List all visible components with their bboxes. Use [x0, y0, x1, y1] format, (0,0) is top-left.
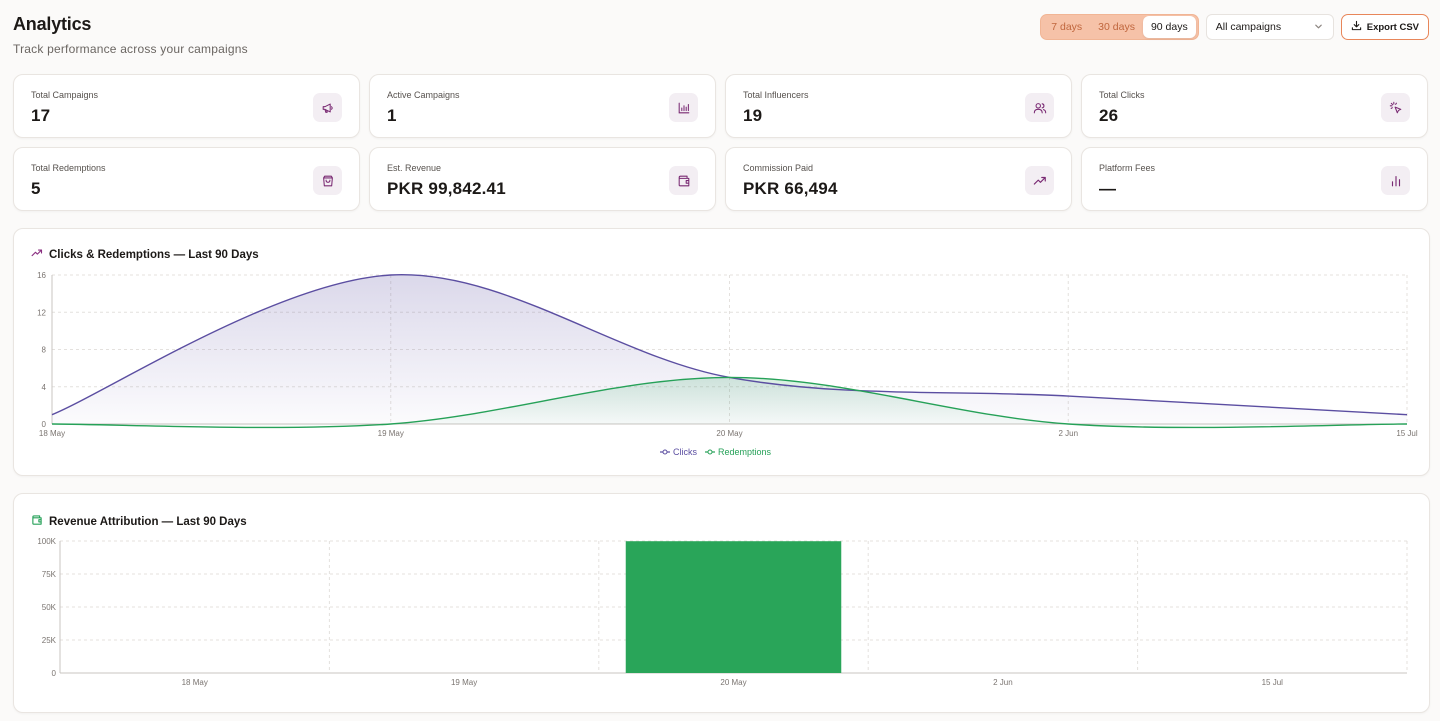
stat-label: Total Clicks	[1099, 90, 1145, 100]
range-7-days-button[interactable]: 7 days	[1051, 21, 1083, 33]
stat-card-total-influencers: Total Influencers 19	[725, 74, 1072, 138]
y-tick-label: 8	[42, 346, 47, 355]
wallet-icon	[669, 166, 698, 195]
megaphone-icon	[313, 93, 342, 122]
stat-card-commission-paid: Commission Paid PKR 66,494	[725, 147, 1072, 211]
campaign-select[interactable]: All campaigns	[1205, 14, 1334, 40]
stat-value: PKR 66,494	[743, 179, 838, 198]
x-tick-label: 18 May	[39, 429, 65, 438]
export-csv-label: Export CSV	[1366, 21, 1419, 33]
shopping-bag-icon	[313, 166, 342, 195]
stat-value: 26	[1099, 106, 1119, 125]
panel-title: Revenue Attribution — Last 90 Days	[31, 514, 247, 529]
revenue-bar[interactable]	[625, 541, 842, 673]
y-tick-label: 16	[37, 271, 46, 280]
stat-label: Active Campaigns	[387, 90, 460, 100]
chevron-down-icon	[1314, 22, 1323, 33]
stat-value: PKR 99,842.41	[387, 179, 506, 198]
wallet-icon	[31, 514, 43, 529]
y-tick-label: 75K	[42, 570, 57, 579]
page-header: Analytics Track performance across your …	[13, 14, 248, 56]
stat-label: Est. Revenue	[387, 163, 442, 173]
range-30-days-button[interactable]: 30 days	[1098, 21, 1135, 33]
revenue-attribution-panel: Revenue Attribution — Last 90 Days 0 25K 5…	[13, 493, 1430, 713]
page-subtitle: Track performance across your campaigns	[13, 42, 248, 56]
x-tick-label: 15 Jul	[1396, 429, 1418, 438]
clicks-chart-title: Clicks & Redemptions — Last 90 Days	[49, 248, 259, 261]
stat-value: 5	[31, 179, 41, 198]
x-tick-label: 2 Jun	[1058, 429, 1078, 438]
users-icon	[1025, 93, 1054, 122]
y-tick-label: 50K	[42, 603, 57, 612]
campaign-select-value: All campaigns	[1215, 21, 1282, 33]
revenue-chart-title: Revenue Attribution — Last 90 Days	[49, 515, 247, 528]
trending-up-icon	[31, 247, 43, 262]
legend-item-redemptions[interactable]: Redemptions	[705, 447, 772, 457]
stat-card-total-redemptions: Total Redemptions 5	[13, 147, 360, 211]
stat-card-active-campaigns: Active Campaigns 1	[369, 74, 716, 138]
panel-title: Clicks & Redemptions — Last 90 Days	[31, 247, 259, 262]
y-tick-label: 0	[42, 420, 47, 429]
stat-label: Total Campaigns	[31, 90, 99, 100]
stat-value: 1	[387, 106, 397, 125]
x-tick-label: 20 May	[720, 678, 746, 687]
revenue-attribution-chart: 0 25K 50K 75K 100K 18 May 19 May 20 May 2 Jun 15…	[37, 537, 1408, 687]
stat-label: Total Redemptions	[31, 163, 106, 173]
y-tick-label: 12	[37, 308, 46, 317]
stat-card-total-campaigns: Total Campaigns 17	[13, 74, 360, 138]
clicks-redemptions-chart: 0 4 8 12 16 18 May 19 May 20 May 2 Jun 15 Jul Cl…	[37, 271, 1418, 457]
x-tick-label: 20 May	[716, 429, 742, 438]
y-tick-label: 25K	[42, 636, 57, 645]
legend-label: Redemptions	[718, 447, 772, 457]
stat-card-total-clicks: Total Clicks 26	[1081, 74, 1428, 138]
y-tick-label: 0	[52, 669, 57, 678]
series-line-redemptions	[51, 376, 1408, 429]
legend-marker	[707, 449, 713, 455]
stat-label: Commission Paid	[743, 163, 814, 173]
date-range-toggle: 7 days 30 days 90 days	[1040, 14, 1199, 40]
stat-value: 17	[31, 106, 51, 125]
x-tick-label: 19 May	[378, 429, 404, 438]
stat-label: Total Influencers	[743, 90, 809, 100]
x-tick-label: 19 May	[451, 678, 477, 687]
pointer-click-icon	[1381, 93, 1410, 122]
chart-legend: Clicks Redemptions	[660, 447, 772, 457]
stat-card-est-revenue: Est. Revenue PKR 99,842.41	[369, 147, 716, 211]
stats-grid: Total Campaigns 17 Active Campaigns 1 To…	[13, 74, 1430, 211]
x-tick-label: 2 Jun	[993, 678, 1013, 687]
x-tick-label: 18 May	[182, 678, 208, 687]
toolbar: 7 days 30 days 90 days All campaigns Exp…	[1040, 14, 1429, 40]
download-icon	[1351, 20, 1362, 34]
legend-item-clicks[interactable]: Clicks	[660, 447, 697, 457]
trending-up-icon	[1025, 166, 1054, 195]
series-area-clicks	[52, 274, 1407, 424]
chart-bars-icon	[1381, 166, 1410, 195]
range-90-days-button[interactable]: 90 days	[1142, 16, 1196, 38]
export-csv-button[interactable]: Export CSV	[1340, 14, 1429, 40]
stat-value: —	[1099, 179, 1117, 198]
stat-value: 19	[743, 106, 763, 125]
y-tick-label: 4	[42, 383, 47, 392]
bar-chart-icon	[669, 93, 698, 122]
x-tick-label: 15 Jul	[1262, 678, 1284, 687]
clicks-redemptions-panel: Clicks & Redemptions — Last 90 Days 0 4 8 1…	[13, 228, 1430, 476]
legend-marker	[662, 449, 668, 455]
stat-card-platform-fees: Platform Fees —	[1081, 147, 1428, 211]
stat-label: Platform Fees	[1099, 163, 1156, 173]
page-title: Analytics	[13, 14, 92, 34]
legend-label: Clicks	[673, 447, 697, 457]
y-tick-label: 100K	[37, 537, 56, 546]
series-area-redemptions	[52, 377, 1407, 428]
